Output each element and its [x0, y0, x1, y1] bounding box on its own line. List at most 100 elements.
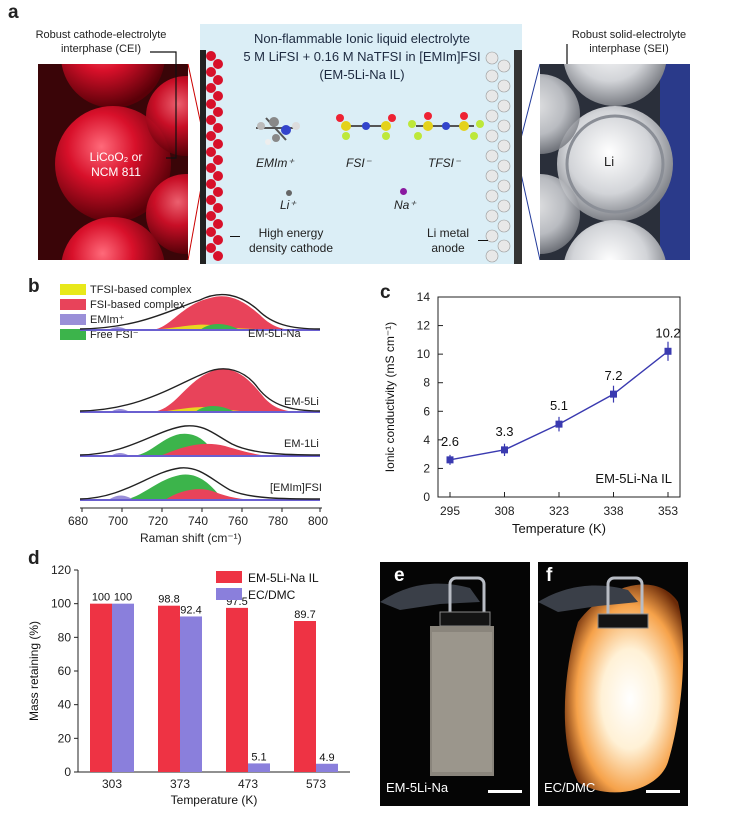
- y-tick-label: 0: [423, 490, 430, 504]
- cathode-material-line1: LiCoO₂ or: [89, 150, 143, 164]
- tfsi-label: TFSI⁻: [428, 156, 461, 170]
- bar: [248, 763, 270, 772]
- x-tick-label: 308: [494, 504, 514, 518]
- plot-frame: [437, 296, 681, 498]
- li-spheres-drawing: [540, 64, 690, 260]
- y-tick-label: 14: [417, 290, 431, 304]
- cei-title-line1: Robust cathode-electrolyte: [35, 29, 167, 41]
- cathode-strip: [200, 50, 223, 264]
- anode-strip: [485, 50, 522, 264]
- legend-item-free-fsi: Free FSI⁻: [60, 327, 191, 342]
- x-tick-label: 303: [102, 777, 122, 791]
- y-tick-label: 10: [417, 347, 431, 361]
- x-tick: 760: [228, 514, 249, 528]
- electrolyte-title-line3: (EM-5Li-Na IL): [319, 67, 405, 82]
- data-point: [664, 347, 672, 355]
- y-tick-label: 2: [423, 461, 430, 475]
- y-axis-label: Mass retaining (%): [27, 621, 41, 721]
- bar-value-label: 92.4: [180, 604, 201, 616]
- legend-label: EC/DMC: [248, 588, 296, 602]
- scale-bar: [488, 790, 522, 793]
- y-tick-label: 6: [423, 404, 430, 418]
- panel-e-label: e: [394, 565, 405, 586]
- na-ion-label: Na⁺: [394, 198, 416, 212]
- cathode-material-label: LiCoO₂ or NCM 811: [76, 150, 156, 180]
- anode-caption-pointer: [478, 240, 488, 241]
- tfsi-molecule: [408, 112, 484, 140]
- cathode-caption-line1: High energy: [258, 226, 324, 240]
- x-tick-label: 353: [658, 504, 678, 518]
- panel-c-label: c: [380, 282, 391, 303]
- molecule-drawings: [256, 112, 484, 145]
- spectrum-emim-fsi: [79, 467, 321, 501]
- cei-title: Robust cathode-electrolyte interphase (C…: [12, 28, 190, 56]
- photo-f-caption: EC/DMC: [544, 780, 596, 795]
- x-tick-label: 373: [170, 777, 190, 791]
- data-label: 10.2: [655, 325, 680, 340]
- li-ion-label: Li⁺: [280, 198, 296, 212]
- emim-molecule: [256, 117, 300, 145]
- legend-label: EMIm⁺: [90, 314, 125, 326]
- data-label: 5.1: [550, 398, 568, 413]
- spectrum-em-1li: [79, 425, 321, 457]
- legend-swatch: [60, 314, 86, 325]
- x-tick-label: 295: [440, 504, 460, 518]
- spectrum-em-5li: [79, 368, 321, 413]
- bar-value-label: 98.8: [158, 594, 179, 606]
- li-ion-dot: [286, 190, 292, 196]
- electrolyte-title-line1: Non-flammable Ionic liquid electrolyte: [253, 31, 471, 46]
- legend-swatch: [60, 329, 86, 340]
- bar: [226, 607, 248, 772]
- li-metal-image: [540, 64, 690, 260]
- x-axis-label: Temperature (K): [171, 793, 258, 807]
- spectrum-label-em-5li: EM-5Li: [284, 396, 319, 408]
- panel-f-label: f: [546, 565, 553, 586]
- cathode-particles-image: [38, 64, 188, 260]
- legend-item-fsi: FSI-based complex: [60, 297, 191, 312]
- data-label: 7.2: [604, 368, 622, 383]
- raman-x-ticks: 680 700 720 740 760 780 800: [68, 514, 332, 530]
- bar: [294, 621, 316, 772]
- panel-a-label: a: [8, 2, 19, 23]
- bar: [90, 603, 112, 772]
- bar-value-label: 4.9: [319, 752, 334, 764]
- x-tick: 740: [188, 514, 209, 528]
- scale-bar: [646, 790, 680, 793]
- fsi-label: FSI⁻: [346, 156, 372, 170]
- electrolyte-title: Non-flammable Ionic liquid electrolyte 5…: [232, 30, 492, 84]
- panel-d-label: d: [28, 548, 40, 569]
- cathode-caption-line2: density cathode: [248, 241, 334, 255]
- bar: [158, 605, 180, 772]
- bar-value-label: 100: [92, 592, 110, 604]
- spectrum-label-em-5li-na: EM-5Li-Na: [248, 328, 301, 340]
- y-tick-label: 60: [58, 664, 72, 678]
- data-point: [610, 390, 617, 398]
- flammable-photo: EC/DMC: [538, 562, 688, 806]
- spectrum-label-emim-fsi: [EMIm]FSI: [270, 482, 322, 494]
- legend-label: Free FSI⁻: [90, 329, 139, 341]
- y-tick-label: 4: [423, 433, 430, 447]
- x-tick-label: 323: [549, 504, 569, 518]
- bar-value-label: 89.7: [294, 609, 315, 621]
- bar-value-label: 100: [114, 592, 132, 604]
- spectrum-em-5li-na: [79, 293, 321, 331]
- cathode-caption: High energy density cathode: [236, 226, 346, 256]
- x-tick: 680: [68, 514, 89, 528]
- chart-annotation: EM-5Li-Na IL: [595, 471, 672, 486]
- bar: [180, 616, 202, 772]
- y-tick-label: 0: [64, 765, 71, 779]
- x-tick-label: 473: [238, 777, 258, 791]
- anode-caption-line2: anode: [431, 241, 465, 255]
- fsi-molecule: [336, 114, 396, 140]
- legend-swatch: [216, 571, 242, 583]
- cei-title-line2: interphase (CEI): [60, 43, 142, 55]
- raman-legend: TFSI-based complex FSI-based complex EMI…: [60, 282, 191, 342]
- bar-value-label: 5.1: [251, 751, 266, 763]
- legend-item-emim: EMIm⁺: [60, 312, 191, 327]
- legend-swatch: [216, 588, 242, 600]
- li-label: Li: [604, 154, 615, 169]
- legend-label: EM-5Li-Na IL: [248, 571, 319, 585]
- x-axis-label: Temperature (K): [512, 521, 606, 536]
- nonflammable-photo: EM-5Li-Na: [380, 562, 530, 806]
- legend-item-tfsi: TFSI-based complex: [60, 282, 191, 297]
